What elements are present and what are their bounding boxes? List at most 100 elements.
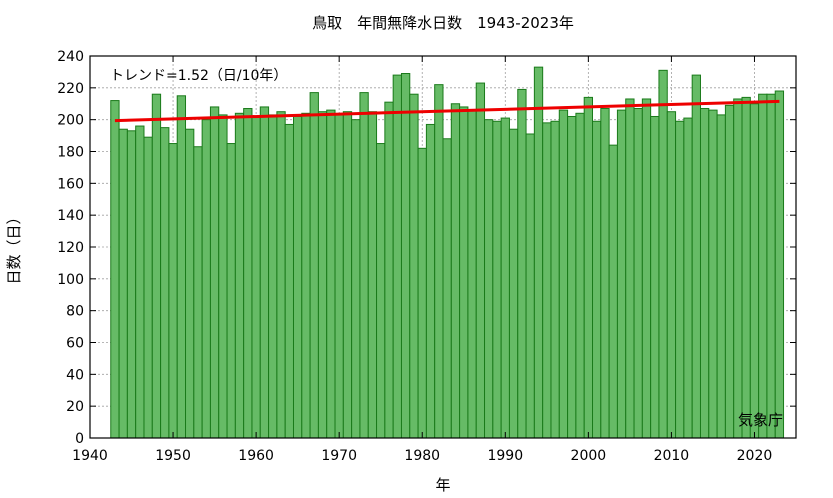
bar-2012 <box>683 117 693 439</box>
bar-2018 <box>733 98 743 439</box>
x-axis-label: 年 <box>435 476 450 494</box>
bar-2006 <box>633 108 643 439</box>
chart-title: 鳥取 年間無降水日数 1943-2023年 <box>312 14 574 32</box>
bar-1989 <box>492 120 502 439</box>
bar-1987 <box>475 82 486 439</box>
bar-1944 <box>118 128 128 439</box>
bar-1966 <box>301 112 311 439</box>
x-tick-label: 1970 <box>321 448 357 464</box>
bar-1968 <box>317 111 328 439</box>
y-tick-label: 160 <box>57 176 84 192</box>
bar-2003 <box>608 144 618 439</box>
x-tick-label: 1980 <box>404 448 440 464</box>
bar-2002 <box>600 108 610 439</box>
y-tick-label: 100 <box>57 272 84 288</box>
bar-1984 <box>450 103 461 439</box>
bar-1954 <box>201 119 211 439</box>
bar-1948 <box>151 93 162 439</box>
x-tick-label: 1990 <box>487 448 523 464</box>
bar-1961 <box>259 106 270 439</box>
bar-1950 <box>168 143 178 439</box>
y-tick-label: 20 <box>66 399 84 415</box>
bar-1995 <box>542 122 552 439</box>
bar-2020 <box>749 103 760 439</box>
y-axis-label: 日数（日） <box>5 209 23 284</box>
bar-1946 <box>135 125 145 439</box>
x-tick-label: 2000 <box>571 448 607 464</box>
bar-2014 <box>699 108 710 439</box>
bar-1970 <box>334 114 344 439</box>
bar-1952 <box>185 128 195 439</box>
ticks-layer: 0 20 40 60 80 100 120 140 160 180 200 220 240 1940 195… <box>57 49 796 464</box>
bar-1959 <box>243 108 253 439</box>
bar-1972 <box>351 119 361 439</box>
y-tick-label: 140 <box>57 208 84 224</box>
bar-1956 <box>218 114 228 439</box>
bar-2005 <box>625 98 635 439</box>
bar-2019 <box>741 96 751 439</box>
bar-1982 <box>434 84 444 439</box>
bar-1949 <box>160 127 170 439</box>
bar-1973 <box>359 92 369 439</box>
bar-1994 <box>533 66 544 439</box>
bar-1951 <box>176 95 187 439</box>
bar-2009 <box>658 69 668 439</box>
y-tick-label: 60 <box>66 336 84 352</box>
bar-1998 <box>567 115 577 439</box>
bar-1953 <box>193 146 203 439</box>
bar-1976 <box>384 101 394 439</box>
trend-annotation: トレンド=1.52（日/10年） <box>110 68 287 84</box>
bar-1943 <box>110 100 120 439</box>
bar-1993 <box>525 133 535 439</box>
bar-1988 <box>484 119 494 439</box>
x-tick-label: 1940 <box>72 448 108 464</box>
bar-1977 <box>392 74 402 439</box>
y-tick-label: 240 <box>57 49 84 65</box>
bar-1996 <box>550 120 560 439</box>
bar-2017 <box>724 104 735 439</box>
x-tick-label: 2010 <box>654 448 690 464</box>
bar-1964 <box>284 123 294 439</box>
bar-1960 <box>251 115 261 439</box>
bar-1963 <box>276 111 286 439</box>
y-tick-label: 40 <box>66 367 84 383</box>
bar-2015 <box>708 109 718 439</box>
bar-2022 <box>766 93 776 439</box>
bar-1955 <box>209 106 220 439</box>
bar-1990 <box>500 117 510 439</box>
bar-1997 <box>558 109 569 439</box>
bar-1945 <box>126 130 137 439</box>
bar-2004 <box>616 109 627 439</box>
y-tick-label: 220 <box>57 81 84 97</box>
bar-1979 <box>409 93 419 439</box>
bar-1965 <box>292 115 303 439</box>
bar-1992 <box>517 88 527 439</box>
trend-layer <box>114 99 780 123</box>
x-tick-label: 1950 <box>155 448 191 464</box>
bar-2021 <box>758 93 768 439</box>
bar-2008 <box>650 115 660 439</box>
bar-2013 <box>691 74 701 439</box>
bar-2023 <box>774 90 785 439</box>
bar-2010 <box>666 111 677 439</box>
bar-1957 <box>226 143 236 439</box>
bar-1958 <box>234 112 245 439</box>
bars-layer <box>110 66 785 439</box>
y-tick-label: 120 <box>57 240 84 256</box>
y-tick-label: 180 <box>57 145 84 161</box>
bar-1962 <box>268 114 278 439</box>
bar-2011 <box>675 120 685 439</box>
trend-line <box>114 99 780 123</box>
bar-1991 <box>508 128 519 439</box>
bar-1971 <box>342 111 353 439</box>
bar-1999 <box>575 112 585 439</box>
bar-1974 <box>367 111 378 439</box>
x-tick-label: 2020 <box>737 448 773 464</box>
bar-1967 <box>309 92 319 439</box>
x-tick-label: 1960 <box>238 448 274 464</box>
y-tick-label: 80 <box>66 304 84 320</box>
bar-2016 <box>716 114 726 439</box>
bar-1980 <box>417 147 427 439</box>
y-tick-label: 0 <box>75 431 84 447</box>
